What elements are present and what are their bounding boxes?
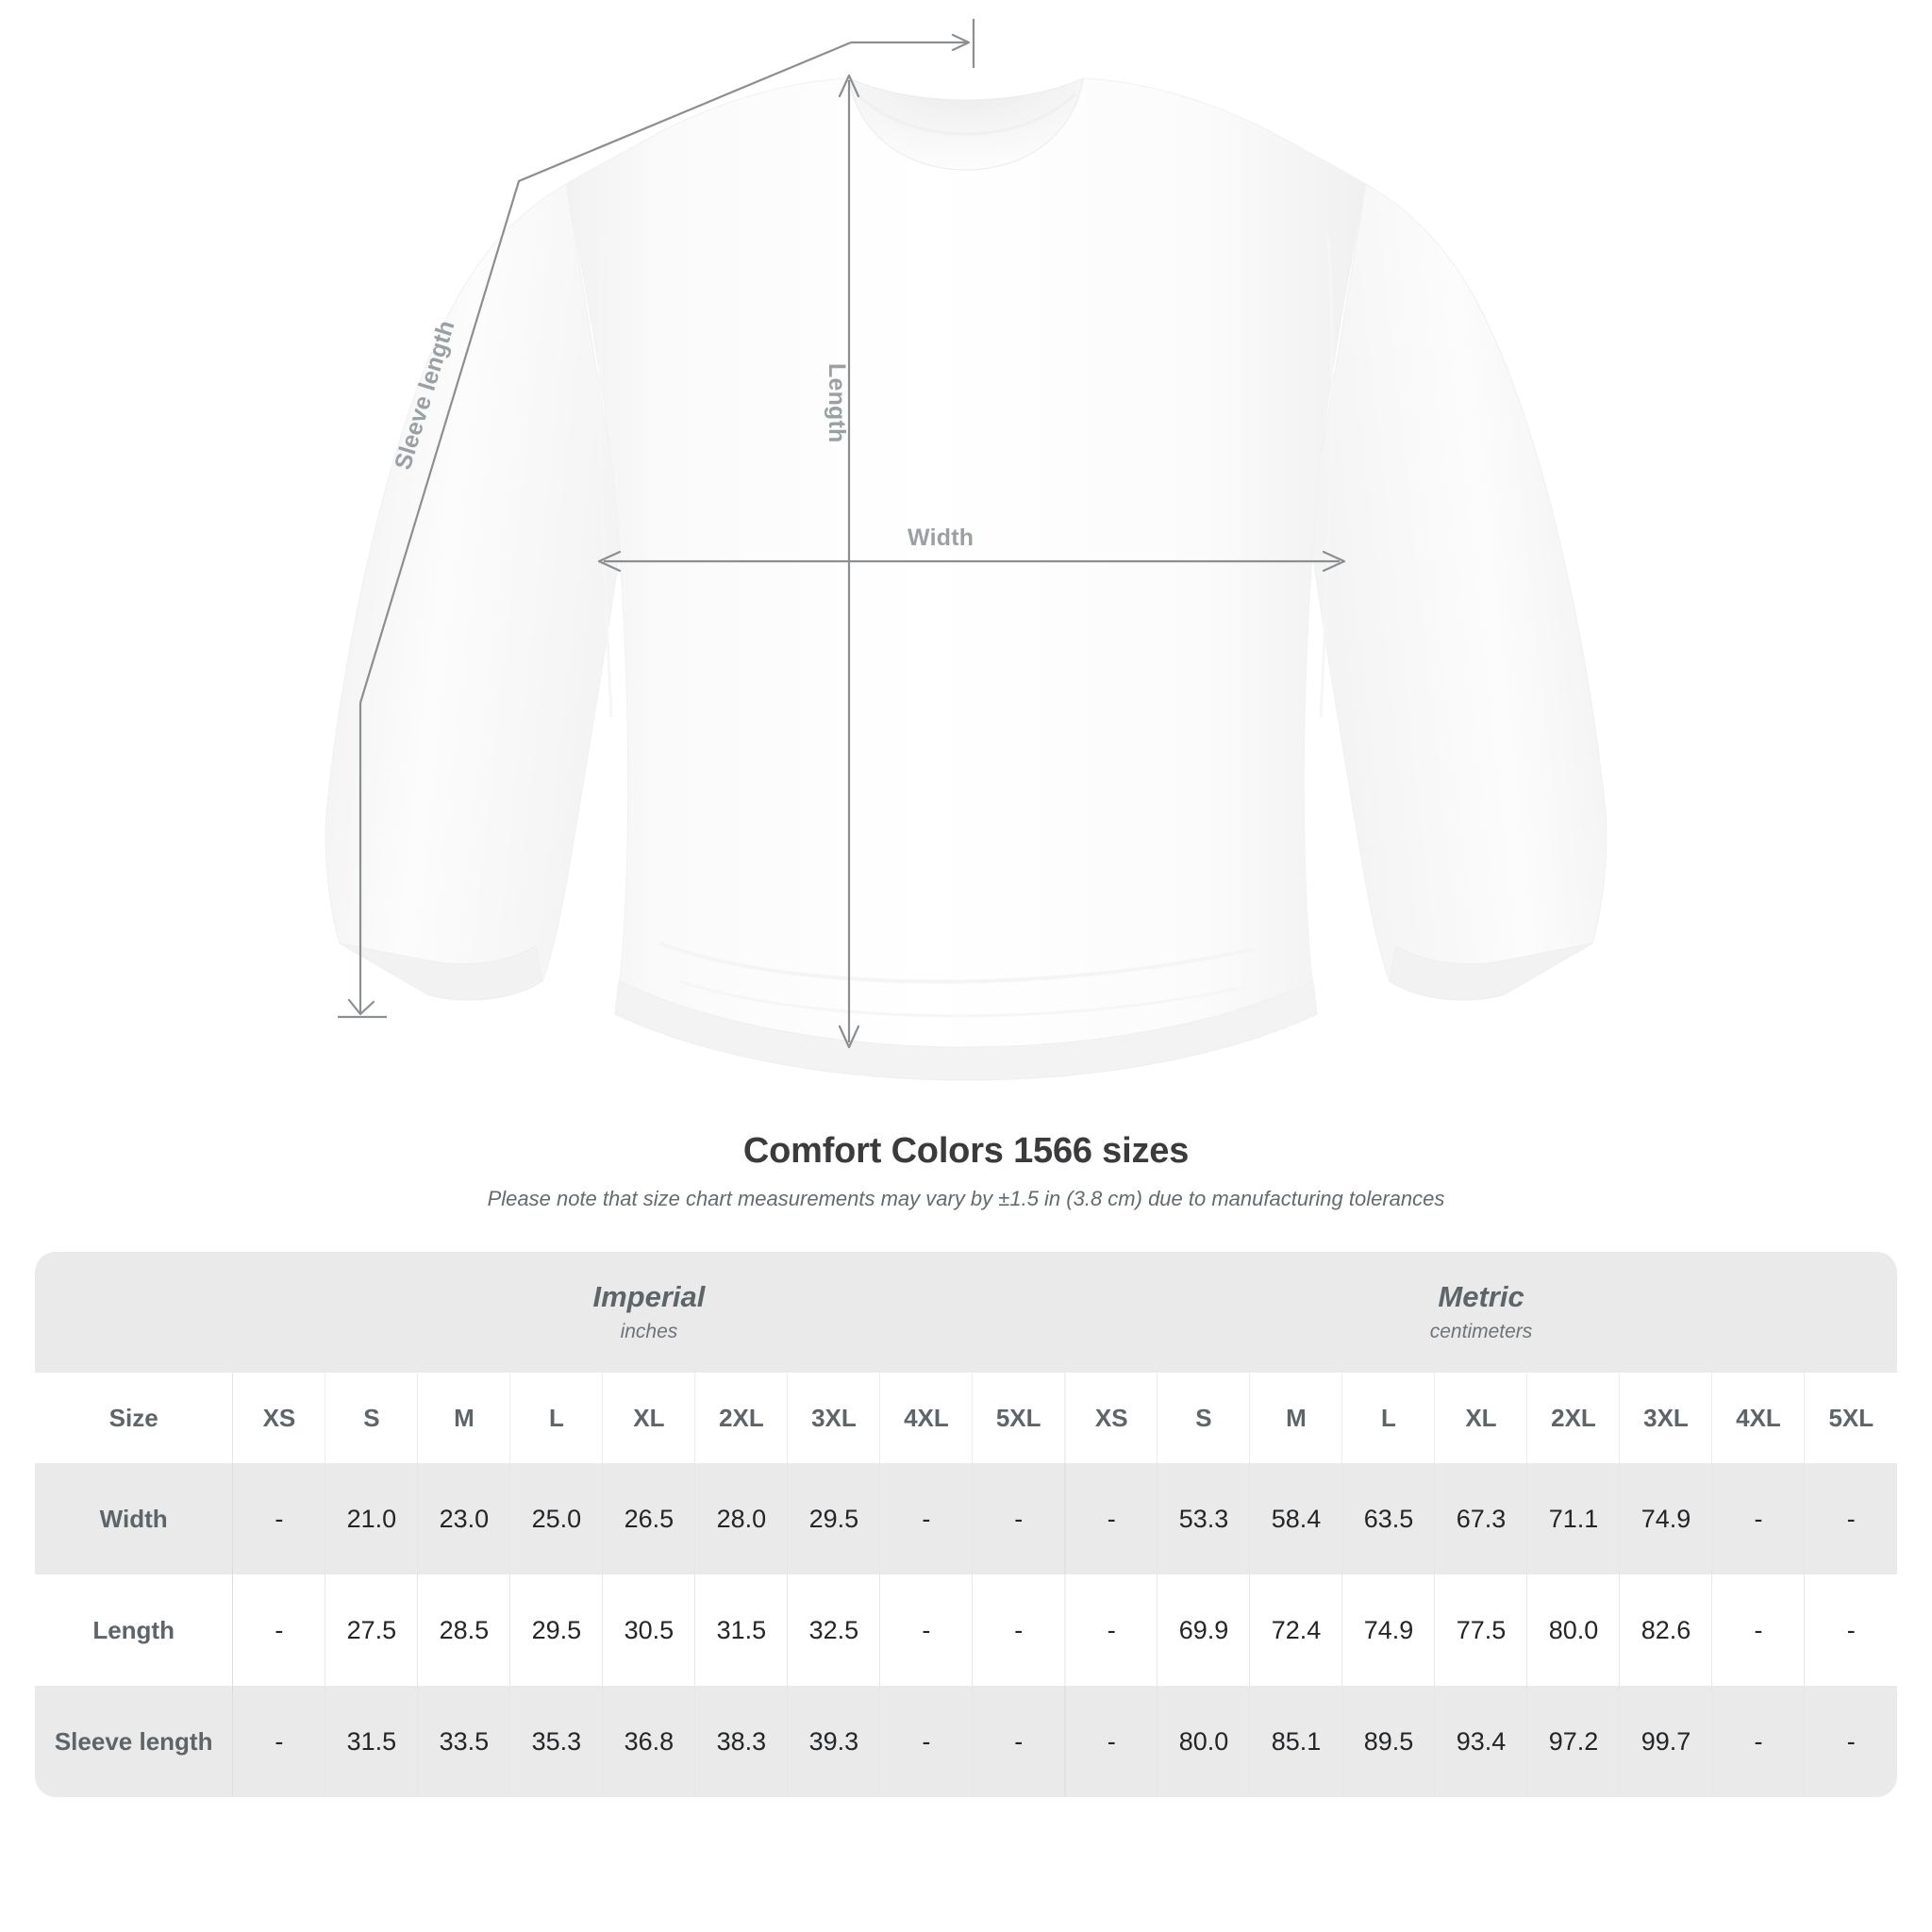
row-label-sleeve-length: Sleeve length xyxy=(34,1686,234,1797)
cell-length-metric-m: 72.4 xyxy=(1249,1574,1343,1686)
unit-group-imperial-sub: inches xyxy=(620,1321,678,1342)
size-col-imperial-3xl: 3XL xyxy=(787,1373,881,1463)
cell-length-imperial-l: 29.5 xyxy=(509,1574,604,1686)
size-col-imperial-m: M xyxy=(417,1373,511,1463)
size-col-metric-s: S xyxy=(1157,1373,1251,1463)
cell-width-imperial-s: 21.0 xyxy=(325,1463,419,1574)
size-chart-table: Imperial inches Metric centimeters Size … xyxy=(34,1252,1898,1797)
cell-width-metric-xs: - xyxy=(1064,1463,1158,1574)
size-col-imperial-5xl: 5XL xyxy=(972,1373,1066,1463)
length-dimension-label: Length xyxy=(824,363,850,443)
cell-sleeve-metric-5xl: - xyxy=(1804,1686,1898,1797)
cell-width-imperial-xs: - xyxy=(232,1463,326,1574)
table-row: Width - 21.0 23.0 25.0 26.5 28.0 29.5 - … xyxy=(34,1463,1898,1574)
cell-length-metric-4xl: - xyxy=(1711,1574,1806,1686)
sweatshirt-illustration xyxy=(325,19,1607,1081)
size-col-imperial-l: L xyxy=(509,1373,604,1463)
unit-group-metric-name: Metric xyxy=(1438,1280,1524,1313)
garment-measurement-diagram: Length Width Sleeve length xyxy=(325,19,1607,1081)
cell-length-metric-xl: 77.5 xyxy=(1434,1574,1528,1686)
cell-length-imperial-5xl: - xyxy=(972,1574,1066,1686)
cell-width-imperial-4xl: - xyxy=(879,1463,974,1574)
cell-width-metric-m: 58.4 xyxy=(1249,1463,1343,1574)
sweatshirt-body xyxy=(325,77,1607,1081)
cell-length-imperial-2xl: 31.5 xyxy=(694,1574,789,1686)
size-col-metric-3xl: 3XL xyxy=(1619,1373,1713,1463)
row-label-length: Length xyxy=(34,1574,234,1686)
cell-sleeve-metric-xl: 93.4 xyxy=(1434,1686,1528,1797)
sleeve-leader-line xyxy=(358,41,852,704)
size-chart-heading: Comfort Colors 1566 sizes Please note th… xyxy=(0,1127,1932,1212)
cell-sleeve-metric-xs: - xyxy=(1064,1686,1158,1797)
cell-length-metric-5xl: - xyxy=(1804,1574,1898,1686)
size-col-imperial-xs: XS xyxy=(232,1373,326,1463)
cell-width-metric-5xl: - xyxy=(1804,1463,1898,1574)
cell-length-imperial-3xl: 32.5 xyxy=(787,1574,881,1686)
unit-group-imperial: Imperial inches xyxy=(232,1252,1065,1373)
cell-length-imperial-xl: 30.5 xyxy=(602,1574,696,1686)
size-col-metric-2xl: 2XL xyxy=(1526,1373,1621,1463)
table-row: Sleeve length - 31.5 33.5 35.3 36.8 38.3… xyxy=(34,1686,1898,1797)
cell-width-imperial-3xl: 29.5 xyxy=(787,1463,881,1574)
cell-sleeve-imperial-m: 33.5 xyxy=(417,1686,511,1797)
size-col-imperial-xl: XL xyxy=(602,1373,696,1463)
size-col-imperial-4xl: 4XL xyxy=(879,1373,974,1463)
cell-sleeve-imperial-l: 35.3 xyxy=(509,1686,604,1797)
size-col-metric-5xl: 5XL xyxy=(1804,1373,1898,1463)
size-header-row: Size XS S M L XL 2XL 3XL 4XL 5XL XS S M … xyxy=(34,1373,1898,1463)
cell-width-metric-4xl: - xyxy=(1711,1463,1806,1574)
table-row: Length - 27.5 28.5 29.5 30.5 31.5 32.5 -… xyxy=(34,1574,1898,1686)
cell-width-imperial-2xl: 28.0 xyxy=(694,1463,789,1574)
cell-sleeve-metric-3xl: 99.7 xyxy=(1619,1686,1713,1797)
cell-sleeve-metric-m: 85.1 xyxy=(1249,1686,1343,1797)
cell-sleeve-metric-s: 80.0 xyxy=(1157,1686,1251,1797)
size-col-metric-xl: XL xyxy=(1434,1373,1528,1463)
cell-sleeve-imperial-xs: - xyxy=(232,1686,326,1797)
cell-length-metric-l: 74.9 xyxy=(1341,1574,1436,1686)
size-header-label: Size xyxy=(34,1373,234,1463)
page-title: Comfort Colors 1566 sizes xyxy=(742,1131,1190,1171)
cell-length-metric-xs: - xyxy=(1064,1574,1158,1686)
cell-sleeve-imperial-s: 31.5 xyxy=(325,1686,419,1797)
size-col-imperial-2xl: 2XL xyxy=(694,1373,789,1463)
cell-width-metric-xl: 67.3 xyxy=(1434,1463,1528,1574)
cell-length-imperial-s: 27.5 xyxy=(325,1574,419,1686)
size-col-metric-4xl: 4XL xyxy=(1711,1373,1806,1463)
cell-length-imperial-4xl: - xyxy=(879,1574,974,1686)
cell-width-metric-3xl: 74.9 xyxy=(1619,1463,1713,1574)
cell-length-metric-s: 69.9 xyxy=(1157,1574,1251,1686)
size-col-imperial-s: S xyxy=(325,1373,419,1463)
size-col-metric-m: M xyxy=(1249,1373,1343,1463)
cell-sleeve-metric-l: 89.5 xyxy=(1341,1686,1436,1797)
width-dimension-label: Width xyxy=(908,525,974,551)
cell-length-metric-3xl: 82.6 xyxy=(1619,1574,1713,1686)
cell-width-imperial-5xl: - xyxy=(972,1463,1066,1574)
cell-width-imperial-m: 23.0 xyxy=(417,1463,511,1574)
size-col-metric-xs: XS xyxy=(1064,1373,1158,1463)
cell-sleeve-metric-4xl: - xyxy=(1711,1686,1806,1797)
unit-group-metric: Metric centimeters xyxy=(1064,1252,1898,1373)
cell-length-imperial-m: 28.5 xyxy=(417,1574,511,1686)
tolerance-note: Please note that size chart measurements… xyxy=(487,1187,1445,1210)
cell-sleeve-metric-2xl: 97.2 xyxy=(1526,1686,1621,1797)
row-label-width: Width xyxy=(34,1463,234,1574)
cell-width-metric-s: 53.3 xyxy=(1157,1463,1251,1574)
cell-width-imperial-l: 25.0 xyxy=(509,1463,604,1574)
unit-header-spacer xyxy=(34,1252,233,1373)
cell-sleeve-imperial-5xl: - xyxy=(972,1686,1066,1797)
cell-width-imperial-xl: 26.5 xyxy=(602,1463,696,1574)
cell-width-metric-l: 63.5 xyxy=(1341,1463,1436,1574)
cell-length-metric-2xl: 80.0 xyxy=(1526,1574,1621,1686)
cell-sleeve-imperial-4xl: - xyxy=(879,1686,974,1797)
cell-sleeve-imperial-3xl: 39.3 xyxy=(787,1686,881,1797)
unit-group-metric-sub: centimeters xyxy=(1429,1321,1533,1342)
size-col-metric-l: L xyxy=(1341,1373,1436,1463)
cell-sleeve-imperial-2xl: 38.3 xyxy=(694,1686,789,1797)
cell-length-imperial-xs: - xyxy=(232,1574,326,1686)
cell-sleeve-imperial-xl: 36.8 xyxy=(602,1686,696,1797)
measurement-lines xyxy=(338,19,1346,1049)
unit-group-imperial-name: Imperial xyxy=(592,1280,706,1313)
cell-width-metric-2xl: 71.1 xyxy=(1526,1463,1621,1574)
unit-group-header-row: Imperial inches Metric centimeters xyxy=(34,1252,1898,1373)
